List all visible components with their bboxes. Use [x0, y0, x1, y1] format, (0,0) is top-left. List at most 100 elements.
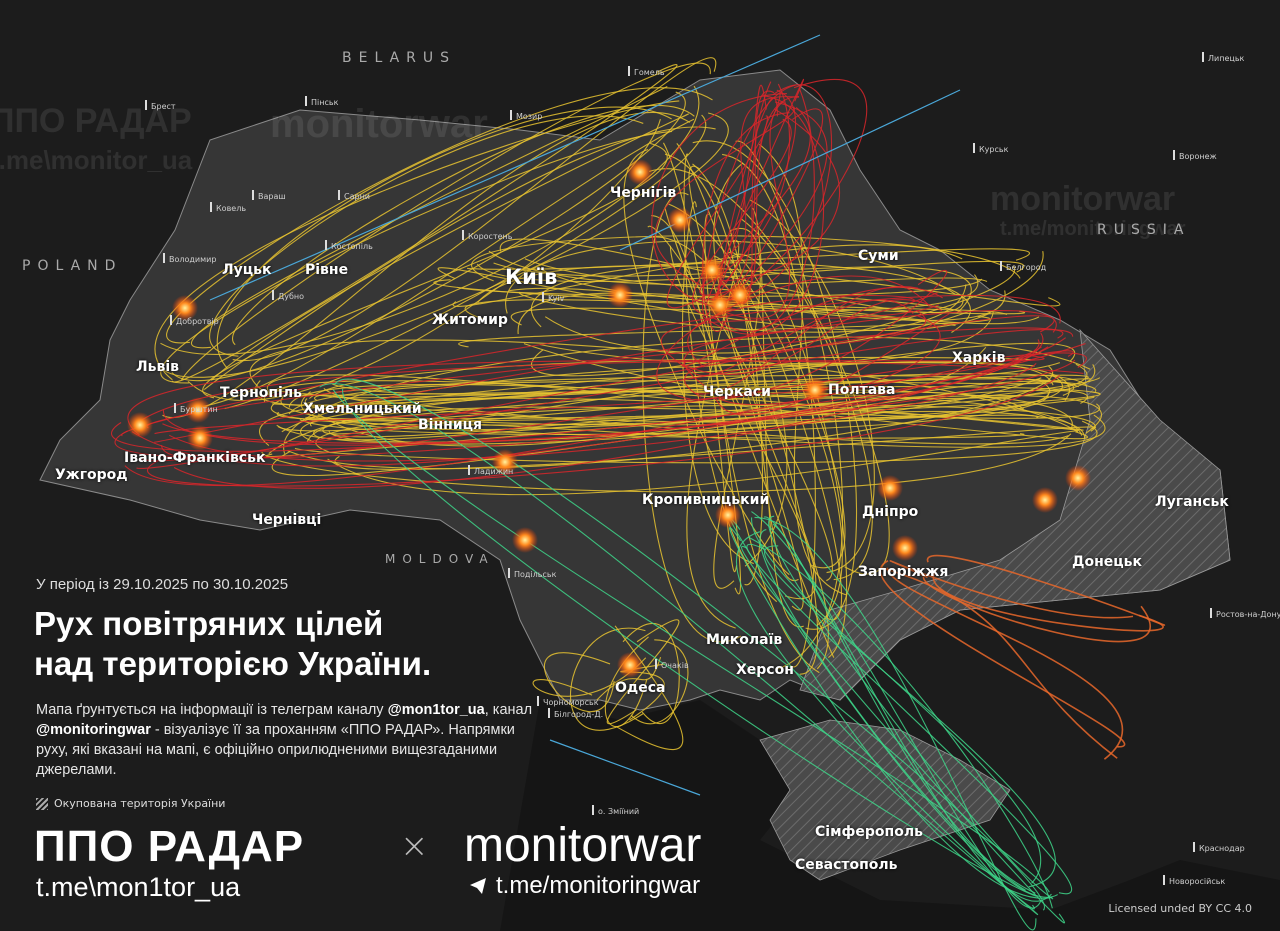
town-label: Ладижин — [468, 465, 513, 476]
flight-track — [342, 388, 1037, 897]
flight-track — [249, 339, 1079, 433]
explosion-icon — [617, 652, 643, 678]
flight-track — [681, 299, 943, 376]
flight-track — [763, 516, 1052, 902]
flight-track — [751, 517, 1042, 884]
city-label: Луганськ — [1155, 494, 1229, 510]
flight-track — [666, 92, 781, 309]
explosion-icon — [707, 292, 733, 318]
flight-track — [731, 253, 848, 659]
flight-track — [333, 378, 1045, 911]
town-label: Вараш — [252, 190, 286, 201]
flight-track — [669, 245, 817, 600]
town-label: Краснодар — [1193, 842, 1245, 853]
flight-track — [729, 79, 868, 301]
city-label: Севастополь — [795, 857, 898, 873]
title-line-2: над територією України. — [34, 645, 432, 682]
flight-track — [686, 240, 740, 629]
flight-track — [549, 739, 701, 796]
town-label: Володимир — [163, 253, 216, 264]
flight-track — [192, 118, 695, 409]
flight-track — [688, 165, 804, 611]
flight-track — [127, 359, 1084, 436]
flight-track — [505, 240, 956, 314]
flight-track — [467, 248, 1030, 270]
description: Мапа ґрунтується на інформації із телегр… — [36, 700, 536, 780]
explosion-icon — [1032, 487, 1058, 513]
flight-track — [267, 374, 1088, 440]
flight-track — [261, 433, 1072, 493]
flight-track — [131, 343, 1086, 467]
watermark: monitorwar — [990, 180, 1176, 218]
flight-track — [216, 106, 672, 369]
flight-track — [171, 91, 686, 382]
explosion-icon — [699, 257, 725, 283]
city-label: Чернігів — [610, 185, 677, 201]
page-title: Рух повітряних цілей над територією Укра… — [34, 604, 431, 684]
town-label: Брест — [145, 100, 176, 111]
town-label: Воронеж — [1173, 150, 1217, 161]
country-label-russia: RUSSIA — [1097, 222, 1191, 238]
explosion-icon — [607, 282, 633, 308]
flight-track — [879, 560, 1126, 748]
flight-track — [660, 304, 940, 372]
flight-track — [500, 238, 964, 314]
explosion-icon — [715, 502, 741, 528]
flight-track — [692, 118, 792, 315]
link-text: t.me/monitoringwar — [496, 872, 701, 899]
link-monitoringwar[interactable]: t.me/monitoringwar — [468, 872, 700, 900]
town-label: Бурштин — [174, 403, 218, 414]
city-label: Вінниця — [418, 417, 482, 433]
flight-track — [110, 339, 1040, 452]
city-label: Київ — [505, 265, 558, 289]
flight-track — [493, 262, 972, 314]
flight-track — [332, 394, 1102, 438]
flight-track — [280, 396, 1025, 439]
city-label: Сімферополь — [815, 824, 923, 840]
license-text: Licensed unded BY CC 4.0 — [1108, 902, 1252, 915]
flight-track — [889, 560, 1134, 619]
town-label: Чорноморськ — [537, 696, 599, 707]
flight-track — [932, 569, 1164, 632]
flight-track — [269, 389, 1069, 445]
flight-track — [141, 329, 1074, 462]
city-label: Житомир — [432, 312, 508, 328]
flight-track — [886, 567, 1124, 760]
hatch-pattern-icon — [36, 797, 48, 810]
flight-track — [722, 153, 816, 668]
town-label: Подільськ — [508, 568, 556, 579]
country-label-moldova: MOLDOVA — [385, 552, 495, 566]
flight-track — [676, 143, 819, 675]
flight-track — [328, 396, 1095, 443]
watermark: t.me\monitor_ua — [0, 145, 193, 175]
town-label: о. Зміїний — [592, 805, 639, 816]
desc-text: - візуалізує її за проханням «ППО РАДАР»… — [36, 722, 515, 778]
city-label: Ужгород — [55, 467, 128, 483]
town-label: Білгород-Д. — [548, 708, 603, 719]
desc-text: Мапа ґрунтується на інформації із телегр… — [36, 702, 388, 718]
country-label-poland: POLAND — [22, 258, 123, 274]
town-label: Добротвір — [170, 315, 219, 326]
explosion-icon — [127, 412, 153, 438]
link-mon1tor-ua[interactable]: t.me\mon1tor_ua — [36, 872, 241, 902]
explosion-icon — [727, 282, 753, 308]
city-label: Львів — [136, 359, 179, 375]
flight-track — [684, 310, 927, 398]
flight-track — [210, 113, 689, 381]
flight-track — [768, 515, 1054, 900]
town-label: Коростень — [462, 230, 512, 241]
flight-track — [147, 374, 1061, 487]
city-label: Черкаси — [703, 384, 771, 400]
flight-track — [662, 142, 742, 595]
handle-mon1tor: @mon1tor_ua — [387, 702, 485, 718]
explosions — [127, 159, 1091, 678]
flight-track — [532, 657, 647, 697]
town-label: Сарни — [338, 190, 370, 201]
explosion-icon — [877, 475, 903, 501]
flight-track — [614, 625, 684, 750]
black-sea — [500, 700, 1280, 931]
flight-track — [764, 545, 1056, 888]
city-label: Полтава — [828, 382, 896, 398]
